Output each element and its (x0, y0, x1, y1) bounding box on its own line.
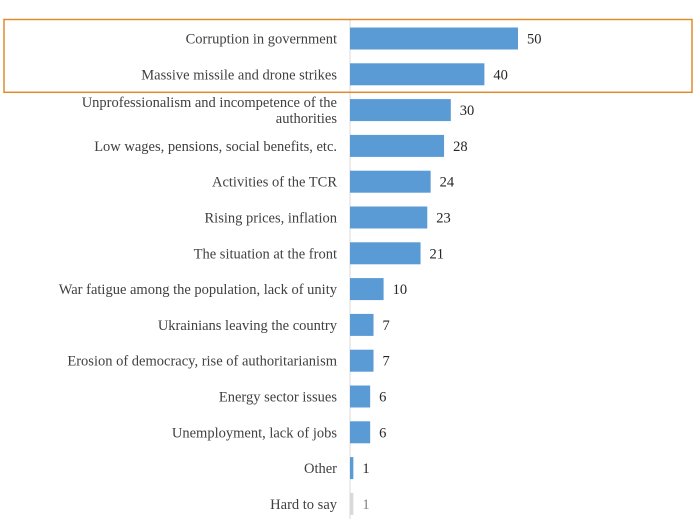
category-label-7: The situation at the front (194, 246, 337, 262)
value-label-13: 1 (362, 461, 369, 477)
value-label-4: 28 (453, 139, 468, 155)
category-label-5: Activities of the TCR (212, 175, 337, 191)
bar-4 (350, 134, 445, 157)
category-label-8: War fatigue among the population, lack o… (59, 282, 338, 298)
category-label-9: Ukrainians leaving the country (158, 318, 338, 334)
category-label-12: Unemployment, lack of jobs (172, 425, 337, 441)
category-label-2: Massive missile and drone strikes (141, 67, 337, 83)
category-label-11: Energy sector issues (219, 390, 337, 406)
value-label-12: 6 (379, 425, 386, 441)
bar-3 (350, 99, 451, 122)
bar-2 (350, 63, 485, 86)
category-label-1: Corruption in government (186, 32, 337, 48)
value-label-6: 23 (436, 211, 451, 227)
value-label-5: 24 (440, 175, 455, 191)
value-label-2: 40 (493, 67, 508, 83)
bar-5 (350, 170, 431, 193)
value-label-7: 21 (430, 246, 445, 262)
bar-10 (350, 349, 374, 372)
value-label-14: 1 (362, 497, 369, 513)
bar-11 (350, 385, 371, 408)
bar-7 (350, 242, 421, 265)
category-labels-group: Corruption in government Massive missile … (59, 32, 338, 513)
bars-group (350, 27, 518, 515)
bar-14 (350, 492, 354, 515)
category-label-14: Hard to say (270, 497, 338, 513)
bar-6 (350, 206, 428, 229)
value-label-1: 50 (527, 32, 542, 48)
value-label-11: 6 (379, 390, 386, 406)
value-labels-group: 50 40 30 28 24 23 21 10 7 7 6 6 1 1 (362, 32, 541, 513)
value-label-10: 7 (383, 354, 390, 370)
category-label-4: Low wages, pensions, social benefits, et… (94, 139, 337, 155)
value-label-3: 30 (460, 103, 475, 119)
value-label-8: 10 (393, 282, 408, 298)
category-label-3: Unprofessionalism and incompetence of th… (82, 95, 338, 127)
bar-9 (350, 313, 374, 336)
bar-8 (350, 278, 384, 301)
highlight-box (3, 18, 693, 94)
bar-12 (350, 421, 371, 444)
category-label-10: Erosion of democracy, rise of authoritar… (67, 354, 337, 370)
bar-13 (350, 457, 354, 480)
category-label-6: Rising prices, inflation (205, 211, 338, 227)
bar-1 (350, 27, 518, 50)
value-label-9: 7 (383, 318, 390, 334)
category-label-13: Other (304, 461, 337, 477)
